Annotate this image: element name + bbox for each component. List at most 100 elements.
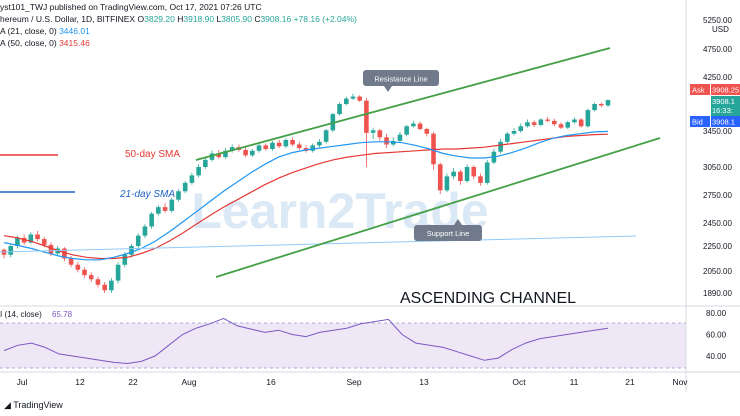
candle-body	[505, 133, 510, 142]
sma21-legend-value: 3446.01	[59, 26, 90, 36]
candle-body	[256, 145, 262, 151]
candle-body	[35, 234, 40, 240]
candle-body	[471, 167, 477, 177]
candle-body	[283, 140, 289, 147]
candle-body	[48, 244, 54, 254]
candle-body	[109, 280, 114, 291]
candle-body	[585, 110, 591, 127]
price-tick-label: 1890.00	[703, 289, 732, 298]
resistance-callout-pointer	[384, 86, 392, 92]
bar-countdown: 16:33:	[712, 106, 733, 115]
sma21-legend-label: A (21, close, 0)	[0, 26, 57, 36]
rsi-tick-label: 40.00	[706, 352, 727, 361]
tradingview-logo-icon: ◢	[4, 400, 11, 410]
candle-body	[558, 124, 564, 128]
candle-body	[458, 171, 463, 181]
candle-body	[229, 147, 235, 151]
candle-body	[310, 145, 316, 151]
candle-body	[189, 175, 195, 183]
last-price-box	[711, 96, 740, 116]
candle-body	[411, 123, 416, 127]
candle-body	[142, 226, 148, 236]
bid-value: 3908.1	[712, 118, 735, 127]
tradingview-logo[interactable]: ◢ TradingView	[4, 400, 63, 411]
price-tick-label: 4750.00	[703, 45, 732, 54]
candle-body	[28, 234, 34, 243]
time-tick-label: 13	[419, 377, 429, 387]
rsi-axis: 80.00 60.00 40.00	[706, 309, 727, 361]
sma50-legend[interactable]: A (50, close, 0) 3415.46	[0, 38, 90, 48]
ohlc-close: 3908.16	[260, 14, 292, 24]
candle-body	[377, 130, 383, 138]
sma50-legend-value: 3415.46	[59, 38, 90, 48]
candle-body	[270, 142, 275, 149]
price-tick-label: 2250.00	[703, 242, 732, 251]
candle-body	[323, 130, 329, 142]
rsi-legend-value: 65.78	[52, 310, 73, 319]
ohlc-open-label: O	[137, 14, 145, 24]
candle-body	[317, 141, 322, 146]
support-callout-pointer	[454, 219, 462, 225]
price-tick-label: 3050.00	[703, 163, 732, 172]
candle-body	[424, 128, 430, 134]
candle-body	[437, 164, 443, 191]
channel-upper-line[interactable]	[195, 47, 611, 161]
time-tick-label: Jul	[17, 377, 28, 387]
candle-body	[8, 246, 14, 255]
candle-body	[122, 254, 128, 265]
candle-body	[176, 191, 181, 200]
candle-body	[290, 140, 295, 145]
candle-body	[598, 104, 604, 106]
candle-body	[525, 122, 530, 127]
time-tick-label: Sep	[346, 377, 361, 387]
price-tick-label: 5250.00	[703, 16, 732, 25]
candle-body	[243, 149, 248, 156]
ohlc-low: 3805.90	[221, 14, 252, 24]
candle-body	[478, 176, 483, 183]
rsi-band	[0, 323, 686, 368]
ask-badge	[690, 84, 710, 95]
candle-body	[102, 284, 107, 291]
candle-body	[484, 162, 490, 183]
time-tick-label: 12	[75, 377, 85, 387]
last-price-value: 3908.1	[712, 97, 735, 106]
ohlc-close-label: C	[254, 14, 261, 24]
time-tick-label: 22	[128, 377, 138, 387]
candle-body	[196, 167, 201, 176]
candle-body	[250, 150, 255, 156]
candle-body	[149, 213, 154, 227]
time-tick-label: 16	[266, 377, 276, 387]
candle-body	[350, 96, 356, 99]
candle-body	[203, 159, 208, 167]
long-term-sma-line	[0, 235, 637, 253]
symbol-legend: hereum / U.S. Dollar, 1D, BITFINEX O3829…	[0, 14, 357, 24]
resistance-line-label: Resistance Line	[374, 75, 427, 84]
candle-body	[135, 235, 141, 246]
candle-body	[511, 131, 517, 134]
candle-body	[296, 144, 302, 149]
ohlc-low-label: L	[216, 14, 222, 24]
time-tick-label: 11	[570, 377, 579, 387]
rsi-tick-label: 60.00	[706, 331, 727, 340]
time-tick-label: Aug	[181, 377, 196, 387]
sma21-legend[interactable]: A (21, close, 0) 3446.01	[0, 26, 90, 36]
candle-body	[82, 269, 87, 276]
candle-body	[384, 137, 389, 145]
ohlc-high-label: H	[177, 14, 184, 24]
rsi-line	[3, 317, 609, 365]
price-tick-label: 2750.00	[703, 191, 732, 200]
ohlc-change: +78.16 (+2.04%)	[293, 14, 357, 24]
candle-body	[531, 122, 537, 125]
candle-body	[518, 126, 524, 131]
candle-body	[364, 100, 369, 133]
ohlc-open: 3829.20	[144, 14, 175, 24]
sma50-annotation: 50-day SMA	[125, 149, 180, 160]
price-tick-label: 3450.00	[703, 127, 732, 136]
price-tick-label: 4250.00	[703, 73, 732, 82]
candle-body	[75, 264, 81, 270]
bid-badge	[690, 116, 710, 127]
symbol-name: hereum / U.S. Dollar, 1D, BITFINEX	[0, 14, 136, 24]
channel-lower-line[interactable]	[215, 137, 661, 278]
